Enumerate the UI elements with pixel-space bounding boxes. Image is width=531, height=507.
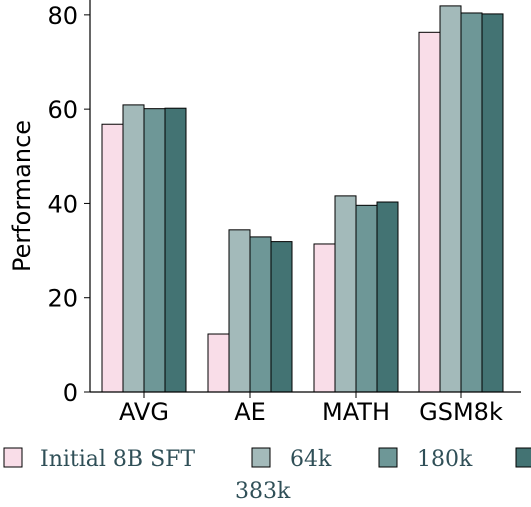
y-tick-label: 40 [47, 190, 78, 218]
bar-math-series-2 [334, 195, 357, 393]
bar-avg-series-2 [122, 104, 145, 393]
bar-gsm8k-series-4 [481, 13, 504, 393]
legend-swatch [251, 447, 271, 468]
legend-swatch [378, 447, 398, 468]
bars-group [101, 5, 504, 393]
bar-gsm8k-series-3 [460, 12, 483, 393]
bar-avg-series-3 [143, 108, 166, 393]
bar-avg-series-4 [164, 107, 187, 393]
legend: Initial 8B SFT 64k 180k 383k [3, 447, 531, 504]
y-axis-title: Performance [8, 120, 36, 272]
bar-ae-series-2 [228, 229, 251, 393]
bar-gsm8k-series-2 [439, 5, 462, 393]
legend-label: Initial 8B SFT [40, 447, 195, 472]
x-tick-label: MATH [322, 398, 390, 426]
y-tick-label: 60 [47, 96, 78, 124]
x-tick-label: GSM8k [419, 398, 503, 426]
bar-math-series-1 [313, 243, 336, 393]
bar-ae-series-4 [270, 241, 293, 393]
y-tick-label: 80 [47, 2, 78, 30]
x-tick-label: AVG [119, 398, 169, 426]
legend-swatch [515, 447, 531, 468]
legend-swatch [3, 447, 23, 468]
y-tick-label: 20 [47, 285, 78, 313]
bar-avg-series-1 [101, 123, 124, 393]
bar-math-series-4 [376, 201, 399, 393]
legend-label: 180k [417, 447, 473, 472]
legend-label: 383k [235, 479, 291, 504]
axes-group: 0 20 40 60 80 AVG AE MATH GSM8k Performance [8, 0, 521, 426]
bar-ae-series-3 [249, 236, 272, 393]
bar-math-series-3 [355, 204, 378, 393]
x-tick-label: AE [234, 398, 266, 426]
y-tick-label: 0 [63, 379, 78, 407]
bar-gsm8k-series-1 [418, 31, 441, 393]
bar-ae-series-1 [207, 333, 230, 393]
legend-label: 64k [290, 447, 332, 472]
